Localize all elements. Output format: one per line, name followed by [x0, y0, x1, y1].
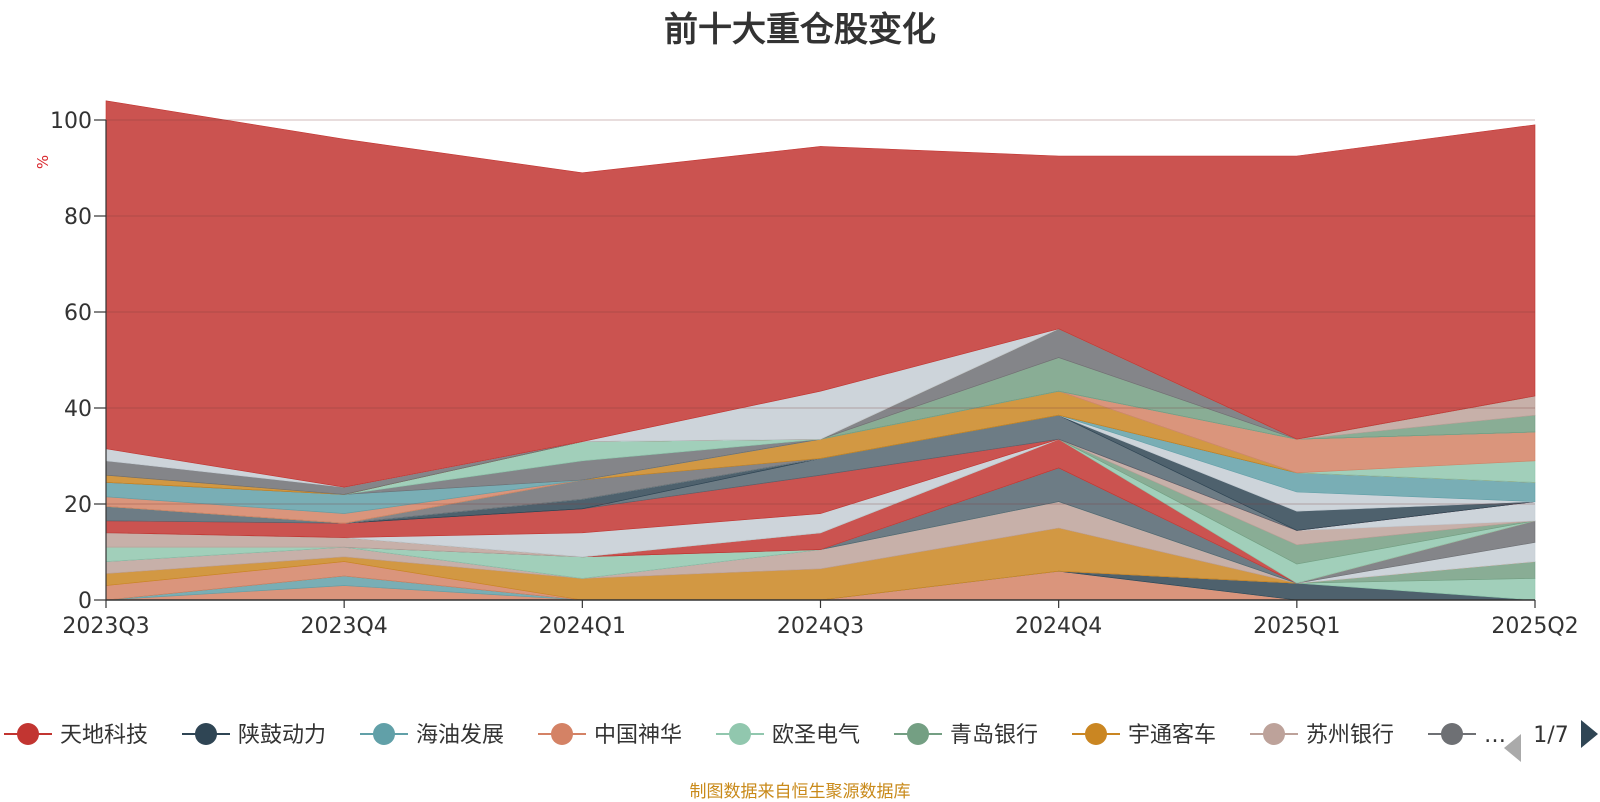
- area-layer-36: [105, 100, 1536, 488]
- legend-label: 宇通客车: [1128, 723, 1216, 748]
- legend-marker: [195, 723, 217, 745]
- y-tick-label: 100: [50, 109, 92, 134]
- legend-marker: [17, 723, 39, 745]
- legend-marker: [907, 723, 929, 745]
- y-tick-label: 20: [64, 493, 92, 518]
- x-tick-label: 2025Q2: [1491, 614, 1578, 639]
- y-tick-label: 80: [64, 205, 92, 230]
- legend-next-icon[interactable]: [1581, 720, 1598, 748]
- legend-label: 苏州银行: [1306, 723, 1394, 748]
- legend-item[interactable]: 中国神华: [538, 723, 682, 748]
- legend-prev-icon[interactable]: [1504, 734, 1521, 762]
- legend-label: 欧圣电气: [772, 723, 860, 748]
- legend-item[interactable]: 宇通客车: [1072, 723, 1216, 748]
- legend-item[interactable]: 青岛银行: [894, 723, 1038, 748]
- legend-item[interactable]: 陕鼓动力: [182, 723, 326, 748]
- legend-marker: [1085, 723, 1107, 745]
- grid-lines: [106, 119, 1535, 505]
- axes: 0 20 40 60 80 100% 2023Q3 2023Q4 2024Q1 2024Q3 202…: [34, 109, 1579, 639]
- legend-marker: [373, 723, 395, 745]
- stacked-areas: [105, 100, 1536, 601]
- legend-page-indicator: 1/7: [1533, 723, 1568, 748]
- y-tick-label: 60: [64, 301, 92, 326]
- legend-pager: 1/7: [1504, 720, 1598, 762]
- y-tick-label: 40: [64, 397, 92, 422]
- legend-label: 天地科技: [60, 723, 148, 748]
- source-note: 制图数据来自恒生聚源数据库: [689, 782, 911, 802]
- legend-item[interactable]: 天地科技: [4, 723, 148, 748]
- x-tick-label: 2024Q3: [777, 614, 864, 639]
- legend-item[interactable]: …: [1428, 723, 1506, 748]
- legend-label: 青岛银行: [950, 723, 1038, 748]
- legend-item[interactable]: 欧圣电气: [716, 723, 860, 748]
- legend-marker: [729, 723, 751, 745]
- x-tick-label: 2025Q1: [1253, 614, 1340, 639]
- chart-title: 前十大重仓股变化: [664, 10, 936, 50]
- legend-label: 中国神华: [594, 723, 682, 748]
- y-tick-label: 0: [78, 589, 92, 614]
- legend: 天地科技 陕鼓动力 海油发展 中国神华 欧圣电气 青岛银行 宇通客车 苏州银行 … 1/7: [4, 720, 1598, 762]
- legend-label: 陕鼓动力: [238, 723, 326, 748]
- x-tick-label: 2024Q1: [539, 614, 626, 639]
- x-tick-label: 2024Q4: [1015, 614, 1102, 639]
- x-tick-label: 2023Q4: [301, 614, 388, 639]
- legend-item[interactable]: 海油发展: [360, 723, 504, 748]
- x-tick-label: 2023Q3: [62, 614, 149, 639]
- legend-marker: [1441, 723, 1463, 745]
- legend-item[interactable]: 苏州银行: [1250, 723, 1394, 748]
- y-axis-unit: %: [34, 155, 52, 169]
- legend-label: 海油发展: [416, 723, 504, 748]
- legend-label: …: [1484, 723, 1506, 748]
- legend-marker: [551, 723, 573, 745]
- legend-marker: [1263, 723, 1285, 745]
